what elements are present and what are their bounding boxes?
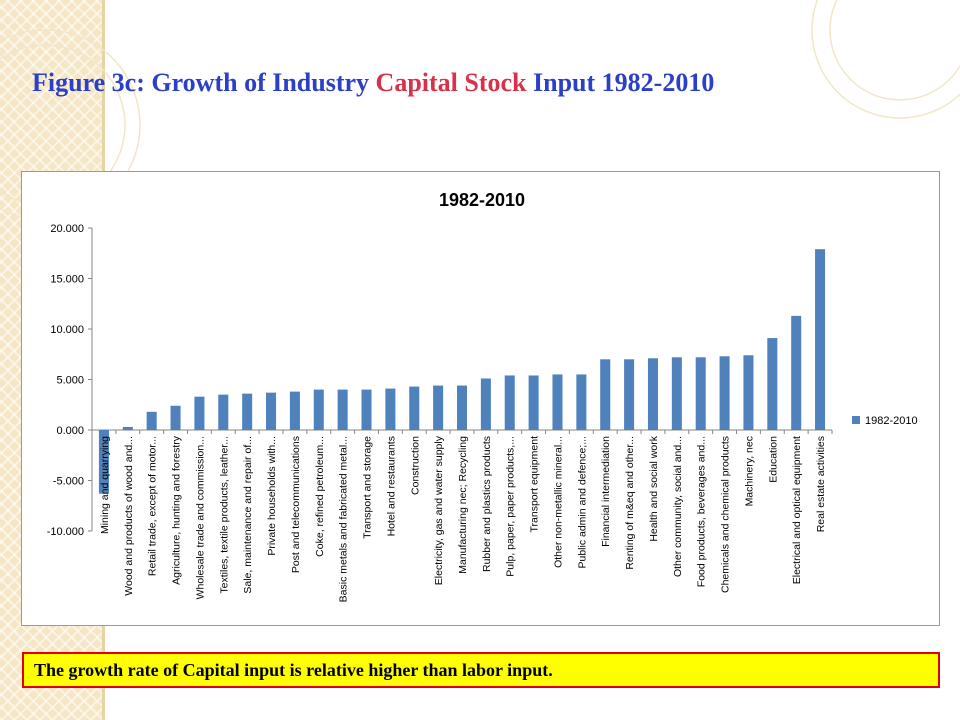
bar xyxy=(409,386,420,430)
bar xyxy=(313,389,324,430)
y-tick-label: 10.000 xyxy=(50,324,84,336)
bar xyxy=(743,355,754,430)
legend: 1982-2010 xyxy=(852,415,918,427)
x-tick-label: Manufacturing nec; Recycling xyxy=(457,436,469,574)
x-tick-label: Education xyxy=(767,436,779,483)
y-tick-label: 15.000 xyxy=(50,274,84,286)
bar xyxy=(791,315,802,430)
bar xyxy=(576,374,587,430)
note-box: The growth rate of Capital input is rela… xyxy=(22,652,940,688)
x-tick-label: Post and telecommunications xyxy=(290,436,302,573)
x-tick-label: Chemicals and chemical products xyxy=(720,436,732,593)
x-tick-label: Public admin and defence;... xyxy=(576,436,588,569)
bar xyxy=(122,426,133,430)
x-tick-label: Agriculture, hunting and forestry xyxy=(171,435,183,585)
bar xyxy=(552,374,563,430)
bar xyxy=(289,391,300,430)
bar xyxy=(504,375,515,430)
x-tick-label: Rubber and plastics products xyxy=(481,436,493,572)
chart-title: 1982-2010 xyxy=(439,190,525,210)
x-tick-label: Textiles, textile products, leather... xyxy=(218,436,230,594)
bar xyxy=(433,385,444,430)
bar xyxy=(671,357,682,430)
title-part2: Input 1982-2010 xyxy=(526,68,715,97)
bar xyxy=(456,385,468,430)
bar xyxy=(146,411,157,430)
bar xyxy=(242,393,253,430)
x-tick-label: Private households with... xyxy=(266,436,278,556)
y-axis: -10.000 -5.000 0.000 5.000 10.000 15.000 20.00… xyxy=(47,223,832,538)
bar xyxy=(480,378,491,430)
bar xyxy=(98,430,109,494)
bar xyxy=(170,405,181,430)
bar xyxy=(719,356,730,430)
x-tick-label: Other community, social and... xyxy=(672,436,684,577)
x-tick-label: Food products, beverages and... xyxy=(696,436,708,587)
y-tick-label: -5.000 xyxy=(53,476,84,488)
x-tick-label: Transport equipment xyxy=(529,436,541,533)
x-tick-label: Hotel and restaurants xyxy=(385,436,397,536)
bar xyxy=(361,389,372,430)
bar xyxy=(695,357,706,430)
bar xyxy=(194,396,205,430)
bar xyxy=(600,359,611,430)
y-tick-label: -10.000 xyxy=(47,526,84,538)
x-tick-label: Transport and storage xyxy=(362,436,374,539)
x-tick-label: Construction xyxy=(409,436,421,495)
x-tick-label: Sale, maintenance and repair of... xyxy=(242,436,254,594)
bar xyxy=(624,359,635,430)
bar xyxy=(815,249,826,430)
title-part1: Figure 3c: Growth of Industry xyxy=(32,68,376,97)
x-tick-label: Real estate activities xyxy=(815,436,827,532)
x-tick-label: Health and social work xyxy=(648,435,660,541)
y-tick-label: 5.000 xyxy=(56,375,84,387)
bar xyxy=(767,338,778,430)
bar xyxy=(385,388,396,430)
x-tick-label: Wholesale trade and commission... xyxy=(194,436,206,599)
x-tick-label: Basic metals and fabricated metal... xyxy=(338,436,350,602)
x-tick-label: Coke, refined petroleum... xyxy=(314,436,326,557)
bar xyxy=(337,389,348,430)
x-tick-label: Pulp, paper, paper products,... xyxy=(505,436,517,577)
slide-title: Figure 3c: Growth of Industry Capital St… xyxy=(32,68,714,98)
x-tick-label: Wood and products of wood and... xyxy=(123,436,135,596)
bar xyxy=(528,375,539,430)
bar xyxy=(266,392,277,430)
x-tick-label: Mining and quarrying xyxy=(99,436,111,534)
bar xyxy=(647,358,658,430)
legend-swatch xyxy=(852,416,860,424)
x-tick-label: Renting of m&eq and other... xyxy=(624,436,636,570)
bar-chart: 1982-2010 -10.000 -5.000 0.000 5.000 10.000 1… xyxy=(47,190,918,602)
x-tick-label: Electricity, gas and water supply xyxy=(433,435,445,585)
x-tick-label: Electrical and optical equipment xyxy=(791,436,803,584)
y-tick-label: 0.000 xyxy=(56,425,84,437)
legend-label: 1982-2010 xyxy=(865,415,918,427)
x-tick-label: Financial intermediation xyxy=(600,436,612,547)
chart-container: 1982-2010 -10.000 -5.000 0.000 5.000 10.000 1… xyxy=(21,171,940,626)
x-tick-label: Other non-metallic mineral... xyxy=(552,436,564,568)
title-accent: Capital Stock xyxy=(375,68,527,97)
note-text: The growth rate of Capital input is rela… xyxy=(34,660,553,680)
y-tick-label: 20.000 xyxy=(50,223,84,235)
x-tick-label: Machinery, nec xyxy=(743,436,755,506)
bar-series xyxy=(98,249,833,494)
x-tick-label: Retail trade, except of motor... xyxy=(147,436,159,576)
x-axis-labels: Mining and quarrying Wood and products of… xyxy=(99,435,827,602)
bar xyxy=(218,394,229,430)
